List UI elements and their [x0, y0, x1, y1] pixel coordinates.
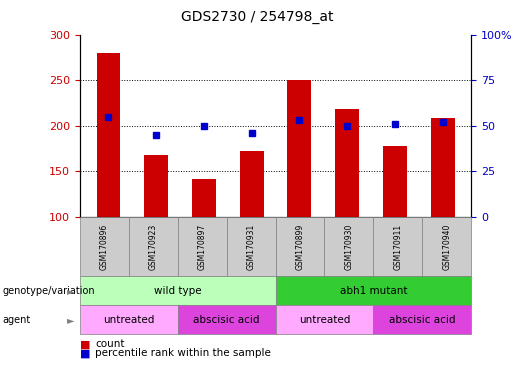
Text: GSM170940: GSM170940 [442, 223, 451, 270]
Text: abscisic acid: abscisic acid [389, 314, 456, 325]
Text: GDS2730 / 254798_at: GDS2730 / 254798_at [181, 10, 334, 23]
Bar [383, 146, 407, 217]
Text: GSM170931: GSM170931 [247, 223, 255, 270]
Text: GSM170923: GSM170923 [149, 223, 158, 270]
Text: GSM170911: GSM170911 [393, 223, 402, 270]
Text: GSM170897: GSM170897 [198, 223, 207, 270]
Bar [239, 151, 264, 217]
Text: GSM170930: GSM170930 [345, 223, 353, 270]
Text: wild type: wild type [154, 286, 201, 296]
Text: genotype/variation: genotype/variation [3, 286, 95, 296]
Text: count: count [95, 339, 125, 349]
Text: abh1 mutant: abh1 mutant [339, 286, 407, 296]
Bar [287, 80, 312, 217]
Bar [335, 109, 359, 217]
Text: ►: ► [67, 286, 75, 296]
Text: agent: agent [3, 314, 31, 325]
Text: ■: ■ [80, 339, 90, 349]
Text: GSM170896: GSM170896 [100, 223, 109, 270]
Bar [144, 155, 168, 217]
Text: untreated: untreated [299, 314, 350, 325]
Text: abscisic acid: abscisic acid [193, 314, 260, 325]
Text: ►: ► [67, 314, 75, 325]
Bar [96, 53, 121, 217]
Text: GSM170899: GSM170899 [296, 223, 304, 270]
Text: untreated: untreated [103, 314, 154, 325]
Text: ■: ■ [80, 348, 90, 358]
Text: percentile rank within the sample: percentile rank within the sample [95, 348, 271, 358]
Bar [192, 179, 216, 217]
Bar [431, 119, 455, 217]
